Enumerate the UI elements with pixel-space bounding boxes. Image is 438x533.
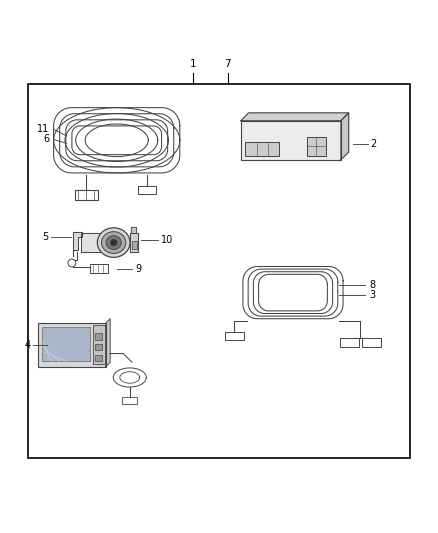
Polygon shape: [106, 319, 110, 367]
Polygon shape: [131, 228, 136, 232]
FancyBboxPatch shape: [340, 338, 359, 347]
Bar: [95, 344, 102, 351]
Polygon shape: [73, 232, 82, 256]
Ellipse shape: [102, 232, 126, 254]
FancyBboxPatch shape: [307, 137, 325, 156]
Bar: [42, 327, 90, 361]
FancyBboxPatch shape: [74, 190, 98, 200]
Polygon shape: [241, 113, 349, 120]
Bar: [93, 325, 105, 365]
FancyBboxPatch shape: [362, 338, 381, 347]
Text: 7: 7: [224, 59, 231, 69]
Ellipse shape: [68, 259, 76, 267]
Bar: [132, 241, 137, 249]
Text: 10: 10: [161, 235, 173, 245]
Polygon shape: [341, 113, 349, 160]
Text: 6: 6: [43, 134, 49, 144]
Bar: [39, 323, 106, 367]
Bar: [95, 333, 102, 340]
Text: 5: 5: [42, 232, 48, 242]
Text: 8: 8: [369, 280, 375, 290]
Ellipse shape: [106, 236, 121, 249]
Text: 2: 2: [371, 139, 377, 149]
Polygon shape: [130, 232, 138, 252]
Polygon shape: [81, 232, 102, 252]
Bar: [241, 120, 341, 160]
FancyBboxPatch shape: [245, 142, 279, 156]
FancyBboxPatch shape: [225, 332, 244, 341]
Text: 3: 3: [369, 290, 375, 300]
Text: 11: 11: [37, 124, 49, 134]
Ellipse shape: [97, 228, 130, 257]
Text: 9: 9: [135, 264, 141, 273]
FancyBboxPatch shape: [90, 264, 108, 272]
Text: 4: 4: [25, 340, 31, 350]
Text: 1: 1: [190, 59, 196, 69]
FancyBboxPatch shape: [138, 186, 156, 194]
Bar: [95, 355, 102, 361]
Bar: [28, 84, 410, 458]
FancyBboxPatch shape: [122, 397, 137, 405]
Ellipse shape: [110, 239, 117, 246]
